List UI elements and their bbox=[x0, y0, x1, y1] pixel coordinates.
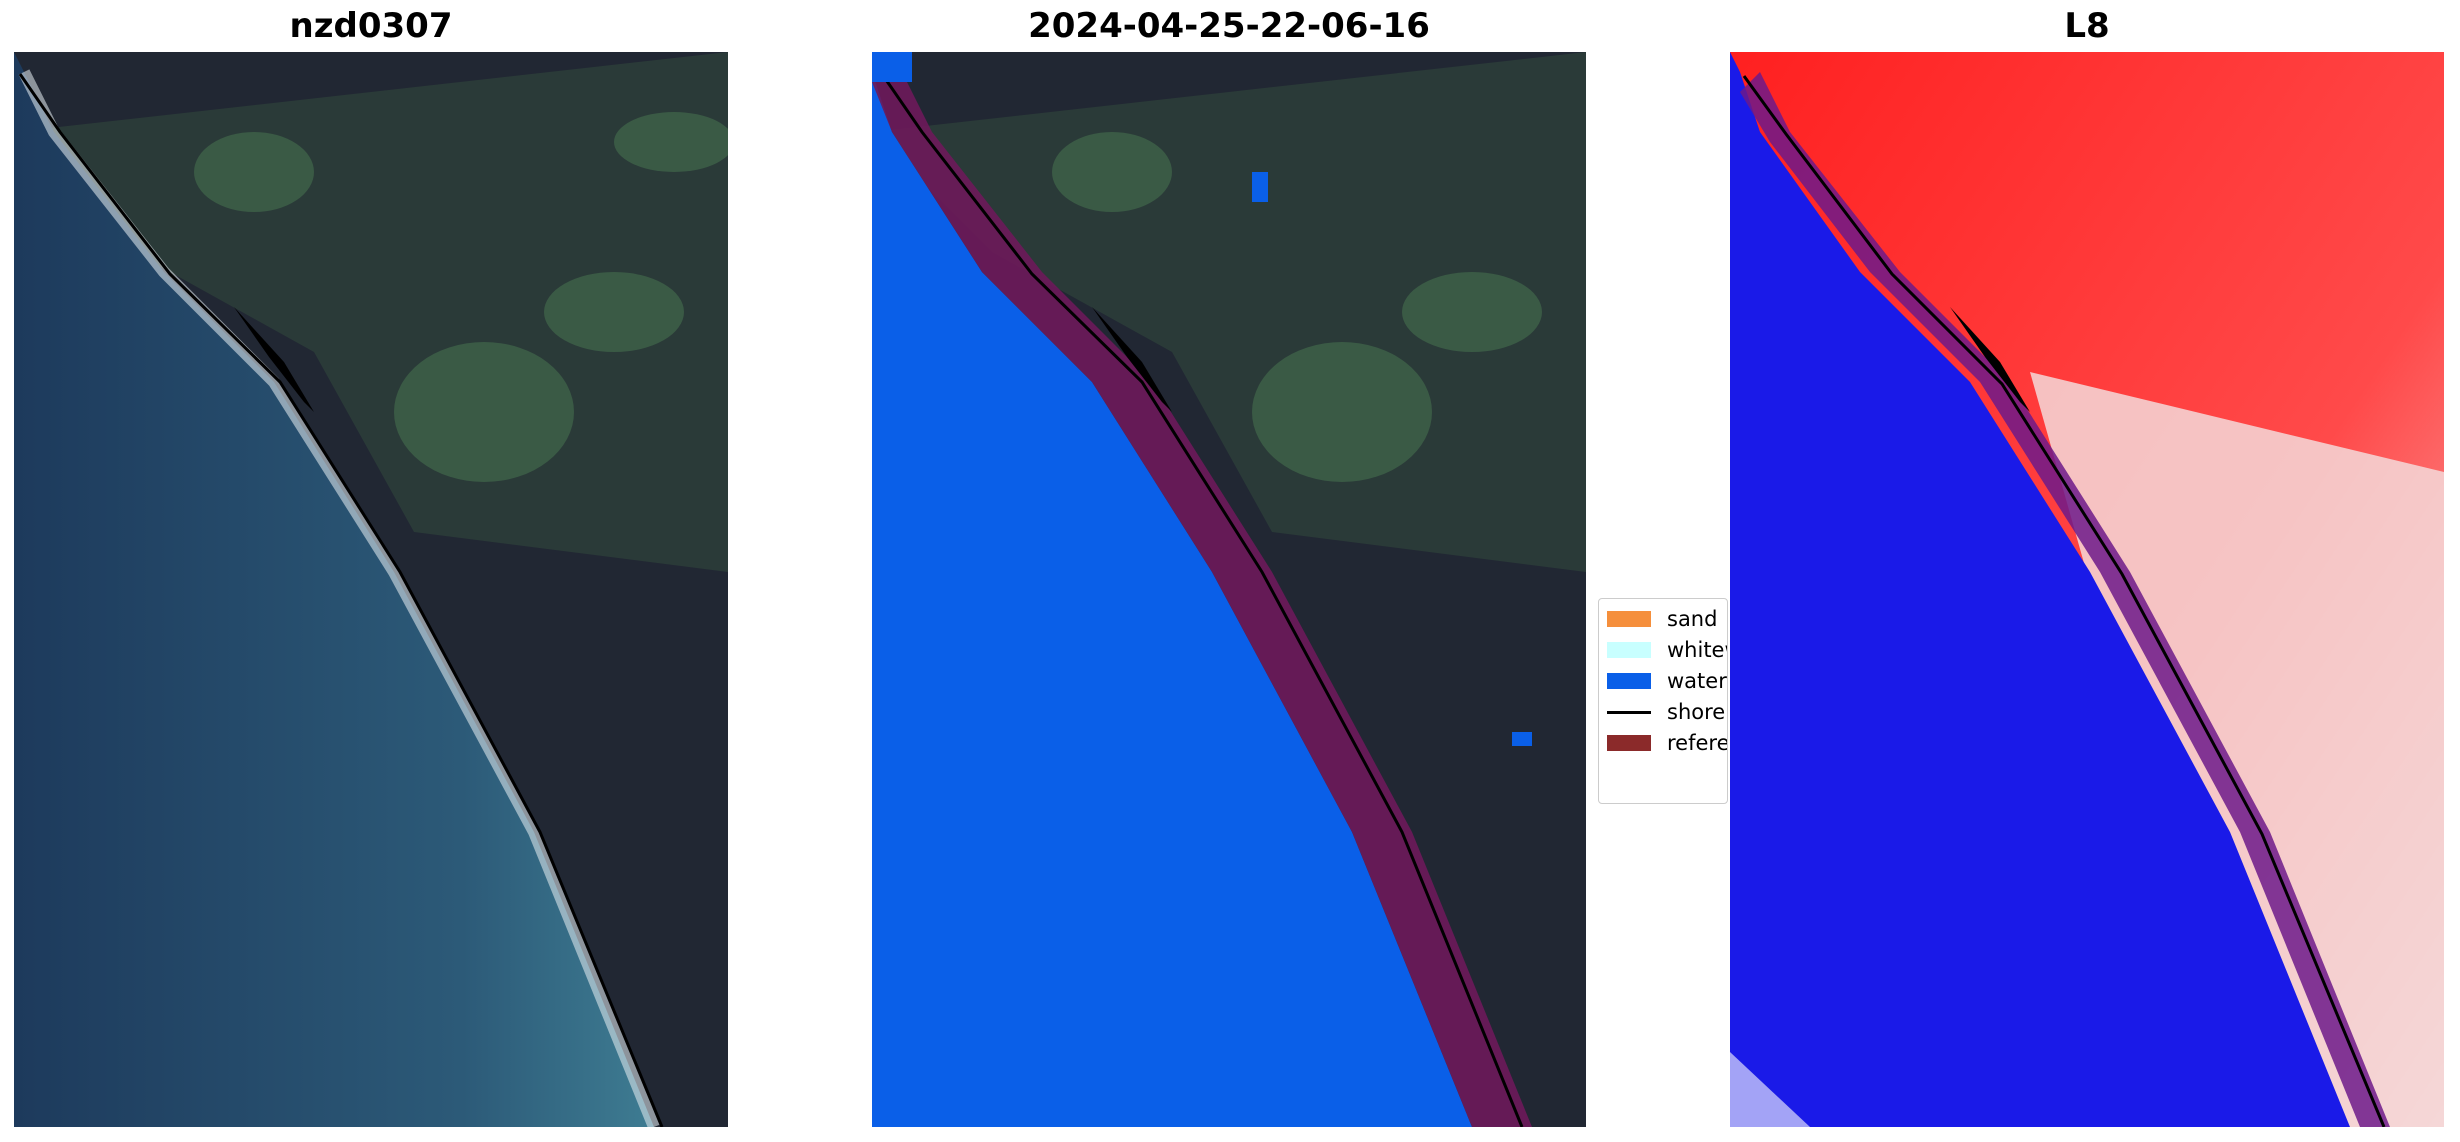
legend-item-reference: reference bbox=[1607, 729, 1728, 757]
rgb-satellite-image bbox=[14, 52, 728, 1127]
legend-label-reference: reference bbox=[1667, 731, 1728, 755]
legend-label-shoreline: shoreline bbox=[1667, 700, 1727, 724]
legend-line-shoreline bbox=[1607, 710, 1651, 714]
legend-swatch-reference bbox=[1607, 735, 1651, 751]
panel-title-classification: 2024-04-25-22-06-16 bbox=[1028, 6, 1430, 46]
legend-label-sand: sand bbox=[1667, 607, 1718, 631]
legend-swatch-whitewater bbox=[1607, 642, 1651, 658]
l8-index-image bbox=[1730, 52, 2444, 1127]
legend-item-shoreline: shoreline bbox=[1607, 698, 1727, 726]
l8-index-panel bbox=[1730, 52, 2444, 1127]
classification-panel bbox=[872, 52, 1586, 1127]
legend-label-water: water bbox=[1667, 669, 1727, 693]
legend-swatch-sand bbox=[1607, 611, 1651, 627]
rgb-image-panel bbox=[14, 52, 728, 1127]
panel-title-rgb: nzd0307 bbox=[289, 6, 453, 46]
legend-swatch-water bbox=[1607, 673, 1651, 689]
panel-title-l8: L8 bbox=[2064, 6, 2110, 46]
classified-image bbox=[872, 52, 1586, 1127]
legend-item-water: water bbox=[1607, 667, 1727, 695]
legend-item-sand: sand bbox=[1607, 605, 1717, 633]
